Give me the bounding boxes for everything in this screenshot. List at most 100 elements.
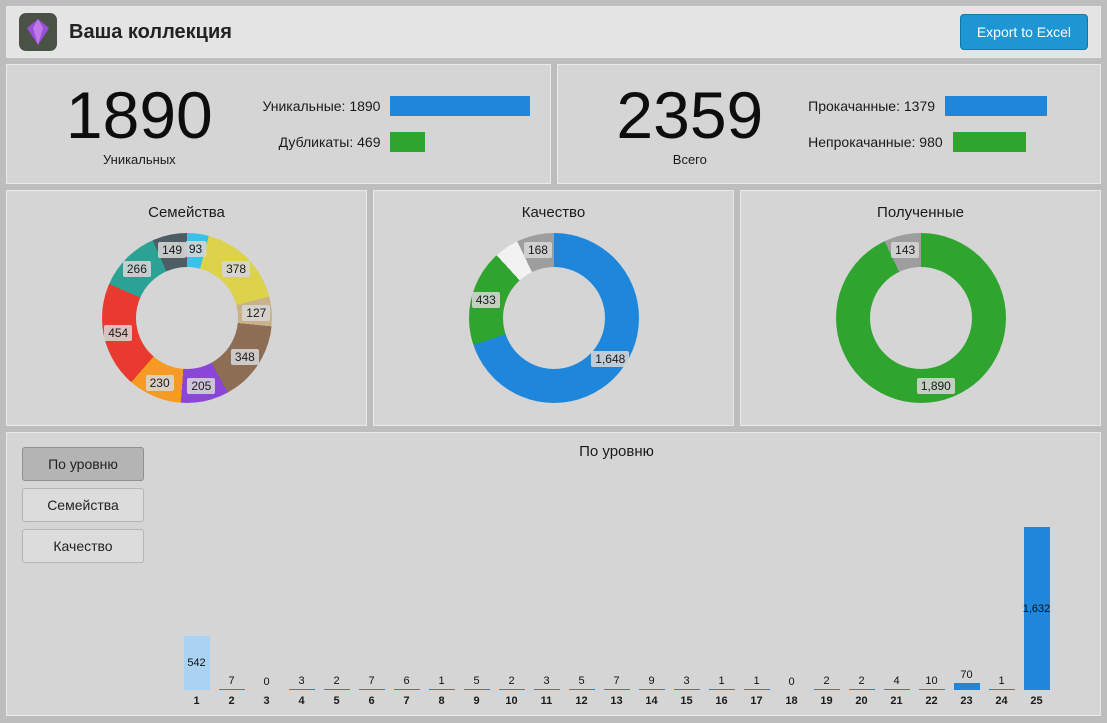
bar[interactable] [638,689,665,690]
bar[interactable] [358,689,385,690]
bar-zone: 2 [319,514,354,690]
tab-by-level[interactable]: По уровню [22,447,144,481]
level-chart-panel: По уровню Семейства Качество По уровню 5… [6,432,1101,716]
bar[interactable] [498,689,525,690]
stat-bar [390,96,531,116]
level-bar-chart: 542 1 7 2 0 3 3 4 2 5 7 6 6 7 1 8 5 9 2 10 3 11 5 12 7 13 9 14 3 15 1 1… [179,517,1054,709]
bar-zone: 2 [494,514,529,690]
tab-quality[interactable]: Качество [22,529,144,563]
bar-x-label: 23 [960,695,973,707]
bar[interactable] [988,689,1015,690]
donut-segment-label: 1,890 [916,378,955,395]
bar-column: 0 18 [774,514,809,709]
stat-row: Дубликаты: 469 [258,132,536,152]
obtained-donut-chart[interactable]: 1,890 143 [835,233,1006,403]
bar-column: 2 20 [844,514,879,709]
bar-value-label: 2 [858,675,865,687]
donut-segment-label: 348 [230,348,259,365]
donut-segment-label: 93 [184,240,207,257]
families-donut-chart[interactable]: 93 378 127 348 205 230 454 266 149 [101,233,272,403]
header-bar: Ваша коллекция Export to Excel [6,6,1101,58]
bar[interactable] [953,683,980,690]
bar[interactable] [463,689,490,690]
bar-value-label: 5 [578,675,585,687]
bar[interactable] [918,689,945,690]
bar-value-label: 3 [298,675,305,687]
families-chart-panel: Семейства 93 378 127 348 205 230 454 266 149 [6,190,367,426]
total-stat-bars: Прокачанные: 1379 Непрокачанные: 980 [808,96,1086,152]
bar-zone: 3 [529,514,564,690]
bar-x-label: 6 [368,695,375,707]
bar-zone: 6 [389,514,424,690]
bar[interactable] [218,689,245,690]
export-to-excel-button[interactable]: Export to Excel [959,14,1088,50]
bar[interactable] [708,689,735,690]
bar-value-label: 1,632 [1022,602,1051,615]
quality-chart-panel: Качество 1,648 433 168 [373,190,734,426]
page-title: Ваша коллекция [69,20,232,43]
obtained-chart-panel: Полученные 1,890 143 [740,190,1101,426]
bar[interactable] [883,689,910,690]
total-stats-panel: 2359 Всего Прокачанные: 1379 Непрокачанны… [556,64,1101,184]
bar[interactable] [533,689,560,690]
stat-bar-track [945,96,1086,116]
bar-value-label: 3 [543,675,550,687]
bar-zone: 542 [179,514,214,690]
bar-x-label: 2 [228,695,235,707]
bar[interactable] [673,689,700,690]
tab-families[interactable]: Семейства [22,488,144,522]
bar-value-label: 10 [925,675,938,687]
bar-zone: 1 [424,514,459,690]
bar-x-label: 10 [505,695,518,707]
bar-value-label: 6 [403,675,410,687]
bar-x-label: 20 [855,695,868,707]
bar-value-label: 1 [998,675,1005,687]
donut-segment-label: 454 [104,325,133,342]
stat-bar [945,96,1048,116]
bar[interactable] [813,689,840,690]
bar-zone: 1 [704,514,739,690]
bar-zone: 0 [249,514,284,690]
bar-zone: 1,632 [1019,514,1054,690]
bar-column: 1 16 [704,514,739,709]
bar[interactable] [393,689,420,690]
bar-value-label: 2 [333,675,340,687]
bar[interactable] [323,689,350,690]
donut-segment-label: 1,648 [591,350,630,367]
bar-zone: 2 [809,514,844,690]
bar[interactable]: 1,632 [1022,527,1051,690]
bar[interactable] [603,689,630,690]
bar-zone: 1 [739,514,774,690]
bar-value-label: 3 [683,675,690,687]
donut-charts-row: Семейства 93 378 127 348 205 230 454 266 149 Кач… [6,190,1101,426]
bar-zone: 7 [214,514,249,690]
quality-donut-chart[interactable]: 1,648 433 168 [468,233,639,403]
bar[interactable]: 542 [183,636,210,690]
bar-value-label: 9 [648,675,655,687]
bar-x-label: 11 [540,695,553,707]
bar-column: 3 11 [529,514,564,709]
bar-zone: 0 [774,514,809,690]
obtained-chart-title: Полученные [877,204,964,221]
bar-column: 1 17 [739,514,774,709]
total-count-label: Всего [672,152,707,168]
families-chart-title: Семейства [148,204,225,221]
bar[interactable] [848,689,875,690]
bar[interactable] [743,689,770,690]
bar[interactable] [428,689,455,690]
bar-value-label: 7 [613,675,620,687]
bar-column: 1 24 [984,514,1019,709]
bar-column: 9 14 [634,514,669,709]
bar[interactable] [568,689,595,690]
donut-segment-label: 127 [242,304,271,321]
total-big-wrap: 2359 Всего [572,80,809,168]
donut-segment-label: 168 [523,241,552,258]
bar[interactable] [288,689,315,690]
bar-column: 1,632 25 [1019,514,1054,709]
bar-x-label: 5 [333,695,340,707]
bar-zone: 2 [844,514,879,690]
stat-label: Уникальные: 1890 [262,98,381,114]
donut-segment-label: 433 [471,292,500,309]
